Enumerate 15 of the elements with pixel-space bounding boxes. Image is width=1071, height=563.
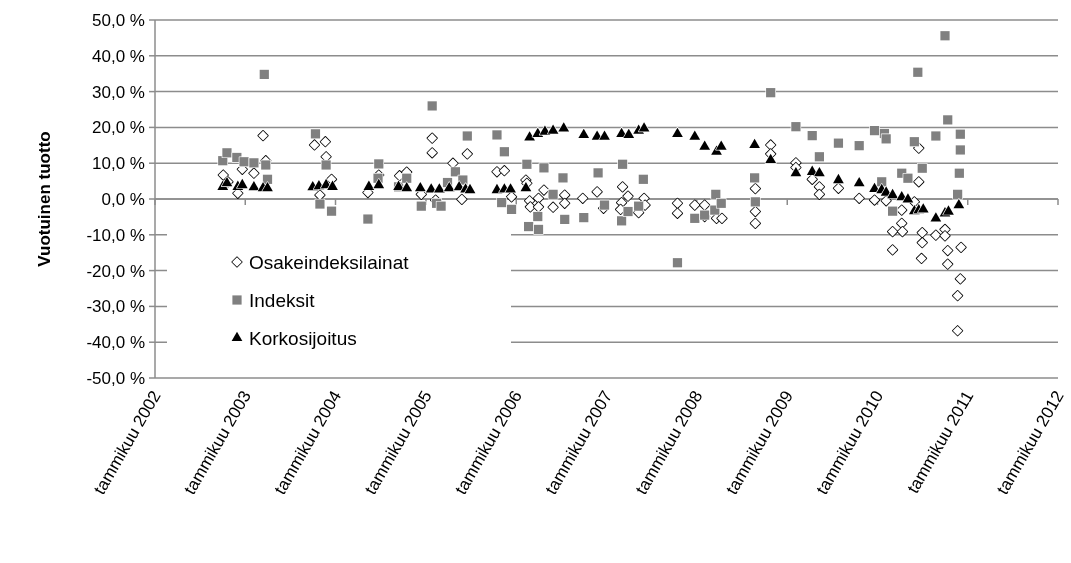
y-tick-label: 40,0 % (92, 46, 145, 66)
y-tick-label: 20,0 % (92, 118, 145, 138)
y-tick-label: -40,0 % (86, 333, 145, 353)
y-tick-label: -30,0 % (86, 297, 145, 317)
y-tick-label: -10,0 % (86, 225, 145, 245)
y-tick-label: 30,0 % (92, 82, 145, 102)
y-tick-label: -50,0 % (86, 368, 145, 388)
legend-label: Indeksit (249, 289, 316, 311)
y-tick-label: 50,0 % (92, 10, 145, 30)
y-axis-title: Vuotuinen tuotto (35, 131, 54, 267)
legend-label: Korkosijoitus (249, 327, 357, 349)
y-tick-label: -20,0 % (86, 261, 145, 281)
y-tick-label: 0,0 % (101, 189, 145, 209)
legend-label: Osakeindeksilainat (249, 251, 410, 273)
y-tick-label: 10,0 % (92, 154, 145, 174)
